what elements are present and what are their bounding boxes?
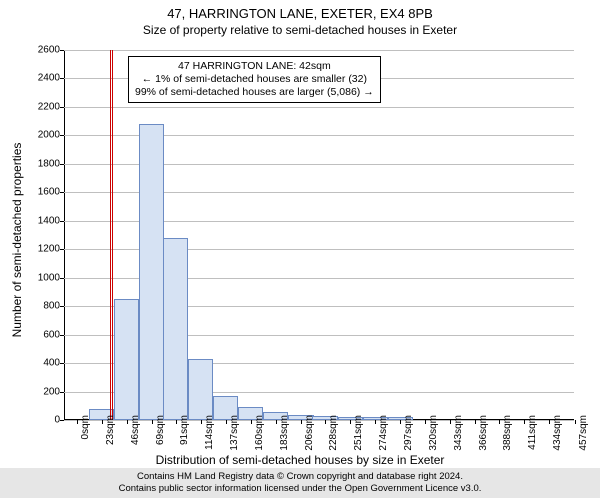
x-tick-label: 228sqm xyxy=(328,415,339,451)
histogram-bar xyxy=(139,124,164,420)
x-tick-mark xyxy=(350,420,351,424)
x-tick-label: 46sqm xyxy=(130,415,141,445)
x-tick-label: 23sqm xyxy=(105,415,116,445)
x-tick-mark xyxy=(425,420,426,424)
x-tick-label: 69sqm xyxy=(155,415,166,445)
x-tick-label: 274sqm xyxy=(378,415,389,451)
y-tick-label: 600 xyxy=(20,329,60,340)
y-tick-mark xyxy=(60,50,64,51)
gridline xyxy=(64,107,574,108)
y-tick-mark xyxy=(60,192,64,193)
x-tick-mark xyxy=(102,420,103,424)
info-box-line: ← 1% of semi-detached houses are smaller… xyxy=(135,73,374,86)
y-axis-line xyxy=(64,50,65,420)
y-tick-label: 800 xyxy=(20,301,60,312)
x-tick-mark xyxy=(375,420,376,424)
x-tick-mark xyxy=(201,420,202,424)
x-tick-label: 411sqm xyxy=(527,415,538,450)
y-tick-label: 2200 xyxy=(20,101,60,112)
x-tick-mark xyxy=(549,420,550,424)
x-tick-mark xyxy=(301,420,302,424)
x-tick-mark xyxy=(176,420,177,424)
gridline xyxy=(64,50,574,51)
footer-line-2: Contains public sector information licen… xyxy=(4,483,596,495)
y-tick-mark xyxy=(60,135,64,136)
x-tick-mark xyxy=(400,420,401,424)
info-box-line: 47 HARRINGTON LANE: 42sqm xyxy=(135,60,374,73)
y-tick-label: 1600 xyxy=(20,187,60,198)
x-tick-label: 434sqm xyxy=(552,415,563,451)
x-tick-mark xyxy=(77,420,78,424)
plot-region: 0200400600800100012001400160018002000220… xyxy=(64,50,574,420)
x-tick-label: 388sqm xyxy=(502,415,513,451)
x-tick-label: 114sqm xyxy=(204,415,215,450)
x-tick-label: 320sqm xyxy=(428,415,439,451)
x-tick-mark xyxy=(251,420,252,424)
x-tick-label: 366sqm xyxy=(478,415,489,451)
y-tick-mark xyxy=(60,164,64,165)
y-tick-mark xyxy=(60,78,64,79)
chart-area: 0200400600800100012001400160018002000220… xyxy=(64,50,574,420)
x-tick-mark xyxy=(127,420,128,424)
x-tick-mark xyxy=(450,420,451,424)
y-tick-mark xyxy=(60,335,64,336)
x-tick-mark xyxy=(276,420,277,424)
x-tick-mark xyxy=(575,420,576,424)
footer-line-1: Contains HM Land Registry data © Crown c… xyxy=(4,471,596,483)
chart-subtitle: Size of property relative to semi-detach… xyxy=(0,21,600,37)
histogram-bar xyxy=(163,238,188,420)
info-box-line: 99% of semi-detached houses are larger (… xyxy=(135,86,374,99)
x-tick-label: 457sqm xyxy=(578,415,589,451)
x-tick-mark xyxy=(152,420,153,424)
y-tick-mark xyxy=(60,420,64,421)
y-tick-label: 2600 xyxy=(20,45,60,56)
reference-line xyxy=(110,50,111,420)
x-tick-label: 297sqm xyxy=(403,415,414,451)
x-tick-label: 183sqm xyxy=(279,415,290,451)
reference-line xyxy=(112,50,113,420)
x-tick-mark xyxy=(524,420,525,424)
y-tick-mark xyxy=(60,107,64,108)
y-tick-label: 1000 xyxy=(20,272,60,283)
x-tick-mark xyxy=(226,420,227,424)
y-tick-label: 200 xyxy=(20,386,60,397)
info-box: 47 HARRINGTON LANE: 42sqm← 1% of semi-de… xyxy=(128,56,381,103)
x-tick-label: 160sqm xyxy=(254,415,265,451)
histogram-bar xyxy=(114,299,139,420)
y-tick-mark xyxy=(60,392,64,393)
y-tick-label: 1400 xyxy=(20,215,60,226)
x-tick-label: 343sqm xyxy=(453,415,464,451)
x-axis-label: Distribution of semi-detached houses by … xyxy=(0,453,600,467)
x-tick-mark xyxy=(325,420,326,424)
footer: Contains HM Land Registry data © Crown c… xyxy=(0,468,600,498)
histogram-bar xyxy=(188,359,213,420)
x-tick-label: 137sqm xyxy=(229,415,240,451)
y-tick-mark xyxy=(60,306,64,307)
y-tick-label: 0 xyxy=(20,415,60,426)
y-tick-mark xyxy=(60,249,64,250)
y-tick-label: 2400 xyxy=(20,73,60,84)
y-tick-label: 1800 xyxy=(20,158,60,169)
y-tick-label: 2000 xyxy=(20,130,60,141)
x-tick-label: 206sqm xyxy=(304,415,315,451)
x-tick-mark xyxy=(475,420,476,424)
y-tick-label: 400 xyxy=(20,358,60,369)
chart-title: 47, HARRINGTON LANE, EXETER, EX4 8PB xyxy=(0,0,600,21)
x-tick-label: 91sqm xyxy=(179,415,190,445)
x-tick-mark xyxy=(499,420,500,424)
x-tick-label: 0sqm xyxy=(80,415,91,439)
y-tick-mark xyxy=(60,363,64,364)
x-tick-label: 251sqm xyxy=(353,415,364,451)
y-tick-label: 1200 xyxy=(20,244,60,255)
y-tick-mark xyxy=(60,278,64,279)
y-tick-mark xyxy=(60,221,64,222)
